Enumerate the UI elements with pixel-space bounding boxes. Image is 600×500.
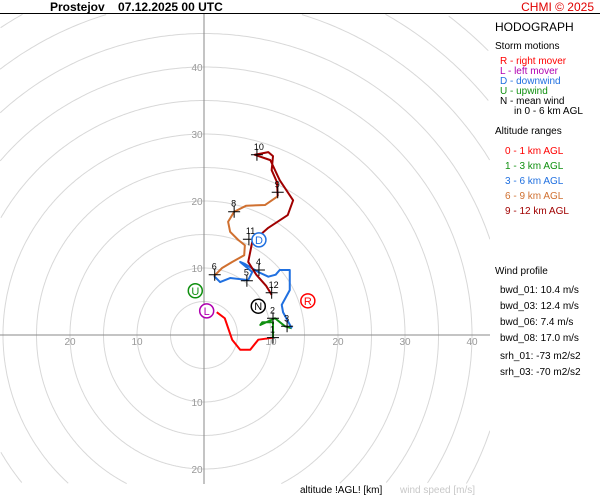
storm-legend-item: L - left mover — [500, 66, 558, 77]
altitude-marker — [265, 286, 278, 299]
altitude-marker-label: 2 — [270, 305, 275, 315]
altitude-marker — [228, 205, 241, 218]
wind-profile-value: bwd_01: 10.4 m/s — [500, 285, 579, 296]
altitude-marker-label: 3 — [284, 313, 289, 323]
storm-motion-label: L — [204, 306, 210, 318]
altitude-ranges-title: Altitude ranges — [495, 126, 562, 137]
altitude-marker-label: 9 — [275, 179, 280, 189]
hodograph-segment — [213, 195, 279, 277]
storm-motion-label: R — [304, 296, 312, 308]
axis-tick-label: 10 — [191, 398, 203, 409]
legend-heading: HODOGRAPH — [495, 20, 574, 34]
srh-value: srh_01: -73 m2/s2 — [500, 351, 581, 362]
storm-motion-marker — [251, 232, 267, 248]
credit: CHMI © 2025 — [521, 0, 594, 14]
altitude-marker-label: 4 — [256, 257, 261, 267]
altitude-marker-label: 11 — [246, 226, 255, 236]
altitude-marker — [252, 264, 265, 277]
speed-ring — [0, 100, 439, 483]
altitude-marker-label: 6 — [212, 262, 217, 272]
storm-legend-item: R - right mover — [500, 56, 567, 67]
altitude-marker-label: 8 — [231, 199, 236, 209]
wind-profile-title: Wind profile — [495, 266, 548, 277]
axis-tick-label: 20 — [191, 465, 203, 476]
speed-ring — [2, 133, 406, 484]
speed-label: wind speed [m/s] — [400, 485, 476, 496]
axis-tick-label: 40 — [466, 337, 478, 348]
header-divider — [0, 13, 600, 14]
speed-ring — [0, 33, 490, 484]
altitude-marker-label: 10 — [254, 142, 264, 152]
altitude-legend-item: 3 - 6 km AGL — [505, 176, 564, 187]
altitude-marker — [250, 148, 263, 161]
speed-ring — [448, 15, 489, 52]
chart-title: Prostejov 07.12.2025 00 UTC — [50, 0, 223, 14]
altitude-legend-item: 1 - 3 km AGL — [505, 161, 564, 172]
altitude-legend-item: 6 - 9 km AGL — [505, 191, 564, 202]
storm-motion-label: N — [254, 301, 262, 313]
storm-motion-marker — [198, 303, 215, 319]
axis-tick-label: 40 — [191, 63, 203, 74]
axis-tick-label: 30 — [191, 130, 203, 141]
hodograph-segment — [213, 260, 293, 329]
axis-tick-label: 10 — [191, 264, 203, 275]
axis-tick-label: 20 — [332, 337, 344, 348]
axis-tick-label: 20 — [191, 197, 203, 208]
srh-value: srh_03: -70 m2/s2 — [500, 367, 581, 378]
storm-legend-item: D - downwind — [500, 76, 561, 87]
speed-ring — [0, 14, 489, 101]
storm-motion-marker — [250, 298, 267, 314]
altitude-marker — [281, 320, 294, 333]
altitude-marker — [267, 312, 280, 325]
altitude-marker-label: 1 — [270, 325, 275, 335]
storm-legend-note: in 0 - 6 km AGL — [514, 106, 583, 117]
wind-profile-value: bwd_08: 17.0 m/s — [500, 333, 579, 344]
hodograph-segment — [216, 311, 274, 351]
storm-motion-label: U — [191, 286, 199, 298]
altitude-marker-label: 5 — [244, 268, 249, 278]
altitude-marker — [240, 274, 253, 287]
altitude-marker — [271, 186, 284, 199]
altitude-legend-item: 0 - 1 km AGL — [505, 146, 564, 157]
altitude-legend-item: 9 - 12 km AGL — [505, 206, 569, 217]
storm-motion-marker — [300, 293, 316, 309]
speed-ring — [36, 167, 372, 484]
wind-profile-value: bwd_06: 7.4 m/s — [500, 317, 574, 328]
storm-motion-label: D — [255, 235, 263, 247]
hodograph-segment — [247, 151, 295, 296]
speed-ring — [0, 14, 490, 161]
storm-motions-title: Storm motions — [495, 41, 560, 52]
altitude-label: altitude !AGL! [km] — [300, 485, 383, 496]
speed-ring — [0, 66, 473, 484]
wind-profile-value: bwd_03: 12.4 m/s — [500, 301, 579, 312]
storm-legend-item: N - mean wind — [500, 96, 565, 107]
storm-motion-marker — [187, 283, 204, 299]
axis-tick-label: 30 — [399, 337, 411, 348]
axis-tick-label: 10 — [131, 337, 143, 348]
storm-legend-item: U - upwind — [500, 86, 548, 97]
altitude-marker — [267, 331, 280, 344]
altitude-marker — [208, 268, 221, 281]
altitude-marker-label: 12 — [269, 280, 279, 290]
axis-tick-label: 10 — [265, 337, 277, 348]
axis-tick-label: 20 — [64, 337, 76, 348]
